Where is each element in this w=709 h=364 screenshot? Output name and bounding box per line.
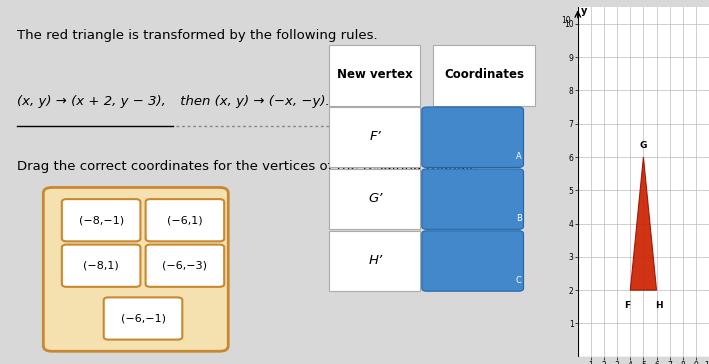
Text: G’: G’ xyxy=(369,192,383,205)
FancyBboxPatch shape xyxy=(330,45,420,106)
FancyBboxPatch shape xyxy=(330,169,420,229)
Text: (−8,1): (−8,1) xyxy=(83,261,119,271)
FancyBboxPatch shape xyxy=(145,199,224,241)
Text: then (x, y) → (−x, −y).: then (x, y) → (−x, −y). xyxy=(177,95,330,108)
Text: Coordinates: Coordinates xyxy=(445,68,524,81)
FancyBboxPatch shape xyxy=(145,245,224,287)
FancyBboxPatch shape xyxy=(43,187,228,351)
Text: 10: 10 xyxy=(562,16,571,25)
Text: F’: F’ xyxy=(369,130,381,143)
Text: (−6,1): (−6,1) xyxy=(167,215,203,225)
Text: F: F xyxy=(625,301,631,310)
Text: New vertex: New vertex xyxy=(337,68,413,81)
Text: (−8,−1): (−8,−1) xyxy=(79,215,123,225)
Polygon shape xyxy=(630,157,657,290)
Text: H’: H’ xyxy=(369,254,383,267)
FancyBboxPatch shape xyxy=(433,45,535,106)
Text: y: y xyxy=(581,5,587,16)
FancyBboxPatch shape xyxy=(422,169,523,229)
Text: B: B xyxy=(516,214,522,223)
FancyBboxPatch shape xyxy=(62,199,140,241)
FancyBboxPatch shape xyxy=(422,107,523,167)
Text: A: A xyxy=(516,152,522,161)
FancyBboxPatch shape xyxy=(62,245,140,287)
Text: C: C xyxy=(516,276,522,285)
Text: H: H xyxy=(655,301,663,310)
Text: (x, y) → (x + 2, y − 3),: (x, y) → (x + 2, y − 3), xyxy=(17,95,166,108)
Text: (−6,−1): (−6,−1) xyxy=(121,313,165,324)
Text: G: G xyxy=(640,141,647,150)
FancyBboxPatch shape xyxy=(422,231,523,291)
Text: (−6,−3): (−6,−3) xyxy=(162,261,208,271)
FancyBboxPatch shape xyxy=(330,231,420,291)
FancyBboxPatch shape xyxy=(330,107,420,167)
FancyBboxPatch shape xyxy=(104,297,182,340)
Text: Drag the correct coordinates for the vertices of the resulting triangle.: Drag the correct coordinates for the ver… xyxy=(17,160,482,173)
Text: The red triangle is transformed by the following rules.: The red triangle is transformed by the f… xyxy=(17,29,378,42)
